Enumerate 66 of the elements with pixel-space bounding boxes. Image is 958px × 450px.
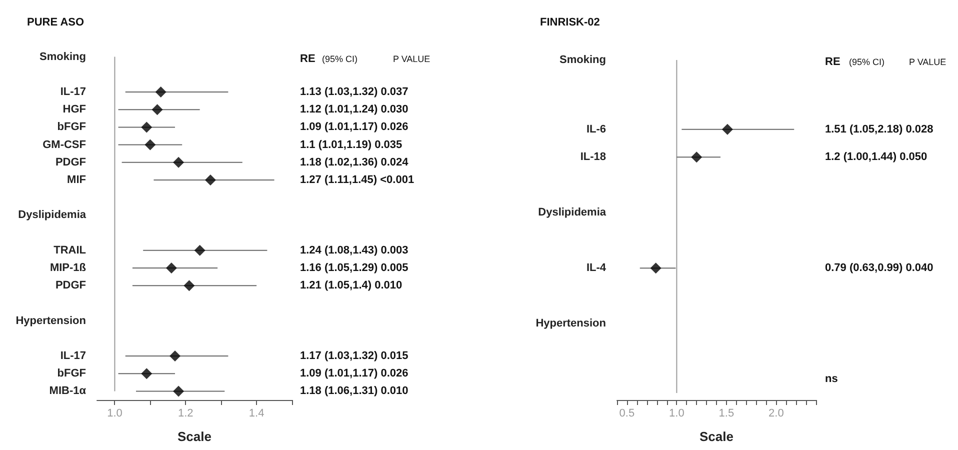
point [173, 156, 184, 168]
y2-tick-label: 1.18 (1.06,1.31) 0.010 [300, 385, 408, 398]
y2-tick-label: 1.2 (1.00,1.44) 0.050 [825, 151, 928, 164]
y-tick-label: PDGF [55, 280, 86, 292]
y2-tick-label: 1.27 (1.11,1.45) <0.001 [300, 174, 414, 186]
text: RE [300, 52, 316, 65]
point [155, 86, 166, 98]
x-tick-label: 1.4 [248, 408, 264, 420]
x-axis-title: Scale [178, 429, 212, 444]
point [152, 104, 163, 116]
text: RE [825, 56, 840, 68]
y-tick-label: MIB-1α [49, 385, 86, 398]
y-tick-label: PDGF [55, 156, 86, 168]
y-tick-label: IL-17 [60, 350, 86, 362]
x-axis-title: Scale [700, 429, 734, 444]
y-tick-label: IL-4 [586, 262, 607, 274]
y-tick-label: Smoking [40, 50, 86, 63]
y2-tick-label: 1.18 (1.02,1.36) 0.024 [300, 156, 410, 168]
y-tick-label: MIF [67, 174, 86, 186]
point [204, 174, 216, 186]
point [166, 262, 177, 274]
y-tick-label: Smoking [560, 54, 606, 66]
y2-tick-label: 1.21 (1.05,1.4) 0.010 [300, 280, 402, 292]
y2-tick-label: 1.1 (1.01,1.19) 0.035 [300, 138, 402, 151]
x-tick-label: 1.0 [107, 408, 122, 420]
y2-tick-label: 1.09 (1.01,1.17) 0.026 [300, 121, 408, 134]
y2-tick-label: 1.16 (1.05,1.29) 0.005 [300, 262, 408, 274]
chart-title: PURE ASO [27, 16, 84, 28]
point [184, 280, 195, 292]
y2-tick-label: 1.13 (1.03,1.32) 0.037 [300, 86, 408, 98]
x-tick-label: 0.5 [619, 408, 635, 420]
y-tick-label: Hypertension [536, 318, 606, 330]
y-tick-label: MIP-1ß [50, 262, 86, 274]
chart-title: FINRISK-02 [540, 16, 600, 28]
y2-tick-label: 1.51 (1.05,2.18) 0.028 [825, 123, 934, 136]
point [141, 122, 152, 133]
y-tick-label: bFGF [57, 121, 86, 134]
text: P VALUE [909, 56, 946, 67]
y-tick-label: IL-18 [580, 151, 606, 164]
y2-tick-label: 1.09 (1.01,1.17) 0.026 [300, 368, 408, 380]
text: (95% CI) [322, 54, 358, 64]
y-tick-label: IL-17 [60, 86, 86, 98]
point [141, 368, 152, 380]
y2-tick-label: 1.17 (1.03,1.32) 0.015 [300, 350, 408, 362]
point [173, 386, 184, 397]
x-tick-label: 1.0 [669, 408, 684, 420]
x-tick-label: 1.5 [718, 408, 734, 420]
x-tick-label: 1.2 [178, 408, 194, 420]
point [144, 139, 156, 150]
point [194, 244, 206, 256]
point [170, 350, 180, 362]
x-tick-label: 2.0 [768, 408, 784, 420]
y-tick-label: HGF [62, 104, 86, 116]
y-tick-label: TRAIL [54, 244, 86, 256]
y-tick-label: Dyslipidemia [538, 206, 607, 219]
y-tick-label: Dyslipidemia [18, 209, 87, 222]
text: (95% CI) [849, 56, 885, 67]
y-tick-label: GM-CSF [42, 138, 86, 151]
y2-tick-label: 1.12 (1.01,1.24) 0.030 [300, 104, 408, 116]
y-tick-label: bFGF [57, 368, 86, 380]
y-tick-label: IL-6 [586, 123, 606, 136]
y2-tick-label: ns [825, 373, 838, 386]
y-tick-label: Hypertension [16, 314, 86, 327]
y2-tick-label: 0.79 (0.63,0.99) 0.040 [825, 262, 934, 274]
text: P VALUE [393, 54, 430, 64]
y2-tick-label: 1.24 (1.08,1.43) 0.003 [300, 244, 408, 256]
